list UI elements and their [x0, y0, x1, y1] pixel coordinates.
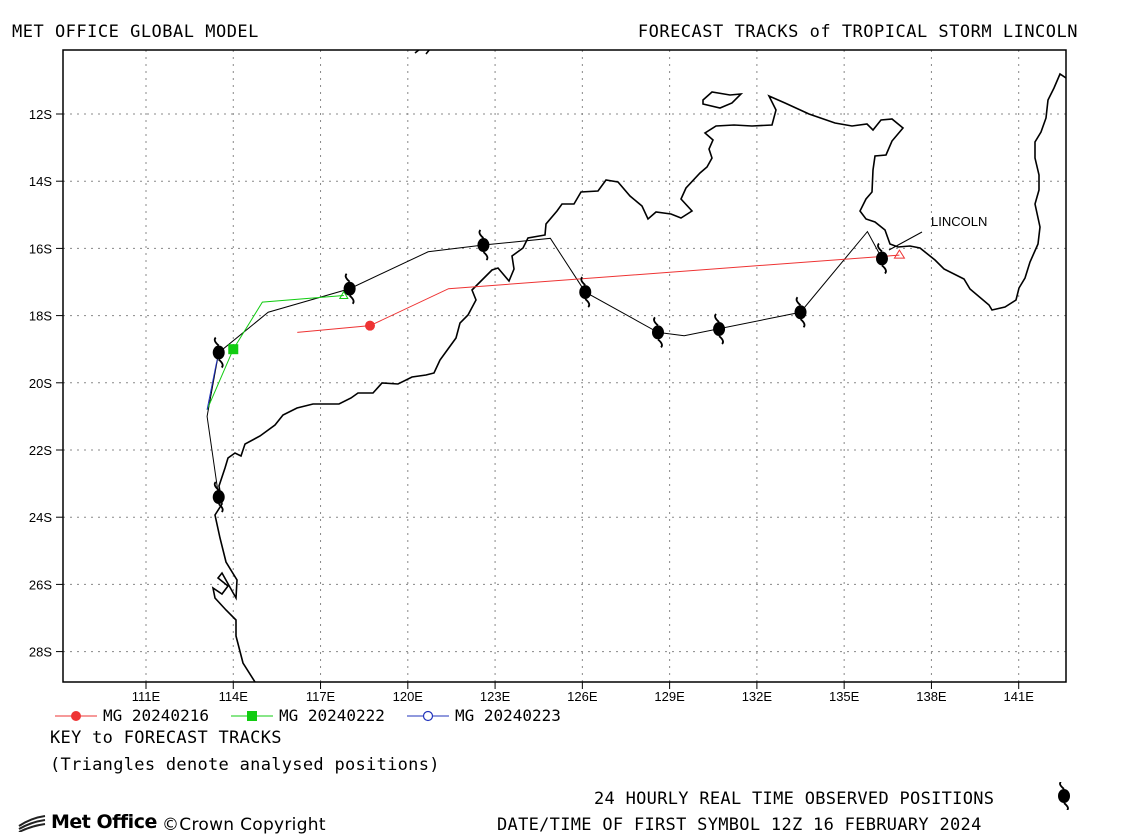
logo-text: Met Office: [51, 811, 157, 833]
lat-tick-label: 14S: [29, 174, 52, 189]
analysed-position-triangle: [338, 290, 349, 299]
observed-cyclone-symbol: [343, 273, 356, 305]
observed-cyclone-symbol: [477, 229, 490, 261]
lat-tick-label: 28S: [29, 645, 52, 660]
key-item-mg-20240223: MG 20240223: [406, 706, 561, 725]
forecast-track-mg-20240222: [206, 294, 344, 410]
analysed-position-triangle: [893, 249, 906, 259]
graticule: [63, 50, 1066, 682]
storm-label: LINCOLN: [888, 214, 987, 251]
green-square-marker-icon: [230, 710, 273, 721]
lat-tick-label: 24S: [29, 510, 52, 525]
key-title: KEY to FORECAST TRACKS: [50, 728, 282, 748]
header-left-title: MET OFFICE GLOBAL MODEL: [12, 22, 259, 42]
lat-tick-label: 16S: [29, 241, 52, 256]
coastline: [211, 50, 1066, 682]
lon-tick-label: 135E: [829, 689, 860, 704]
map-frame: [62, 49, 1067, 683]
track-layer: [206, 229, 906, 513]
key-item-mg-20240222: MG 20240222: [230, 706, 385, 725]
key-label-mg-20240216: MG 20240216: [103, 706, 209, 725]
observed-cyclone-symbol: [212, 481, 225, 513]
forecast-track-mg-20240223: [206, 352, 220, 410]
key-label-mg-20240222: MG 20240222: [278, 706, 385, 725]
observed-positions-label: 24 HOURLY REAL TIME OBSERVED POSITIONS: [594, 789, 995, 809]
met-office-swoosh-icon: [18, 815, 46, 832]
lon-tick-label: 129E: [654, 689, 685, 704]
observed-cyclone-symbol: [713, 313, 726, 345]
header-right-title: FORECAST TRACKS of TROPICAL STORM LINCOL…: [637, 22, 1078, 42]
key-label-mg-20240223: MG 20240223: [454, 706, 561, 725]
lon-tick-label: 141E: [1004, 689, 1035, 704]
lat-tick-label: 20S: [29, 376, 52, 391]
copyright-text: ©Crown Copyright: [162, 815, 326, 835]
lat-tick-label: 18S: [29, 309, 52, 324]
lon-tick-label: 114E: [219, 689, 249, 704]
key-item-mg-20240216: MG 20240216: [55, 706, 209, 725]
red-circle-marker-icon: [55, 710, 97, 721]
forecast-track-mg-20240216: [297, 254, 900, 333]
lat-tick-label: 26S: [29, 577, 52, 592]
storm-name-label: LINCOLN: [931, 214, 987, 229]
axis-ticks: 12S 14S 16S 18S 20S 22S 24S 26S 28S 111E 114E 117E 1…: [29, 107, 1034, 704]
forecast-key-legend: MG 20240216 MG 20240222 MG 20240223: [55, 706, 575, 725]
observed-cyclone-symbol: [651, 316, 664, 349]
forecast-point-mg-20240222: [228, 344, 239, 355]
key-note: (Triangles denote analysed positions): [50, 755, 440, 775]
met-office-logo: Met Office: [17, 811, 157, 833]
observed-cyclone-symbol: [212, 336, 225, 369]
lon-tick-label: 111E: [132, 689, 161, 704]
lat-tick-label: 22S: [29, 443, 52, 458]
observed-cyclone-symbol: [875, 242, 888, 275]
cyclone-symbol-icon: [1058, 782, 1070, 810]
blue-open-circle-marker-icon: [406, 710, 449, 721]
lon-tick-label: 123E: [480, 689, 511, 704]
observed-cyclone-symbol: [579, 276, 592, 308]
lon-tick-label: 120E: [393, 689, 424, 704]
lon-tick-label: 117E: [306, 689, 336, 704]
lon-tick-label: 132E: [742, 689, 773, 704]
observed-track-line: [206, 230, 883, 498]
lon-tick-label: 138E: [916, 689, 947, 704]
lon-tick-label: 126E: [567, 689, 598, 704]
forecast-point-mg-20240216: [364, 320, 375, 331]
first-symbol-datetime: DATE/TIME OF FIRST SYMBOL 12Z 16 FEBRUAR…: [497, 815, 982, 835]
observed-cyclone-symbol: [794, 296, 807, 328]
lat-tick-label: 12S: [29, 107, 52, 122]
